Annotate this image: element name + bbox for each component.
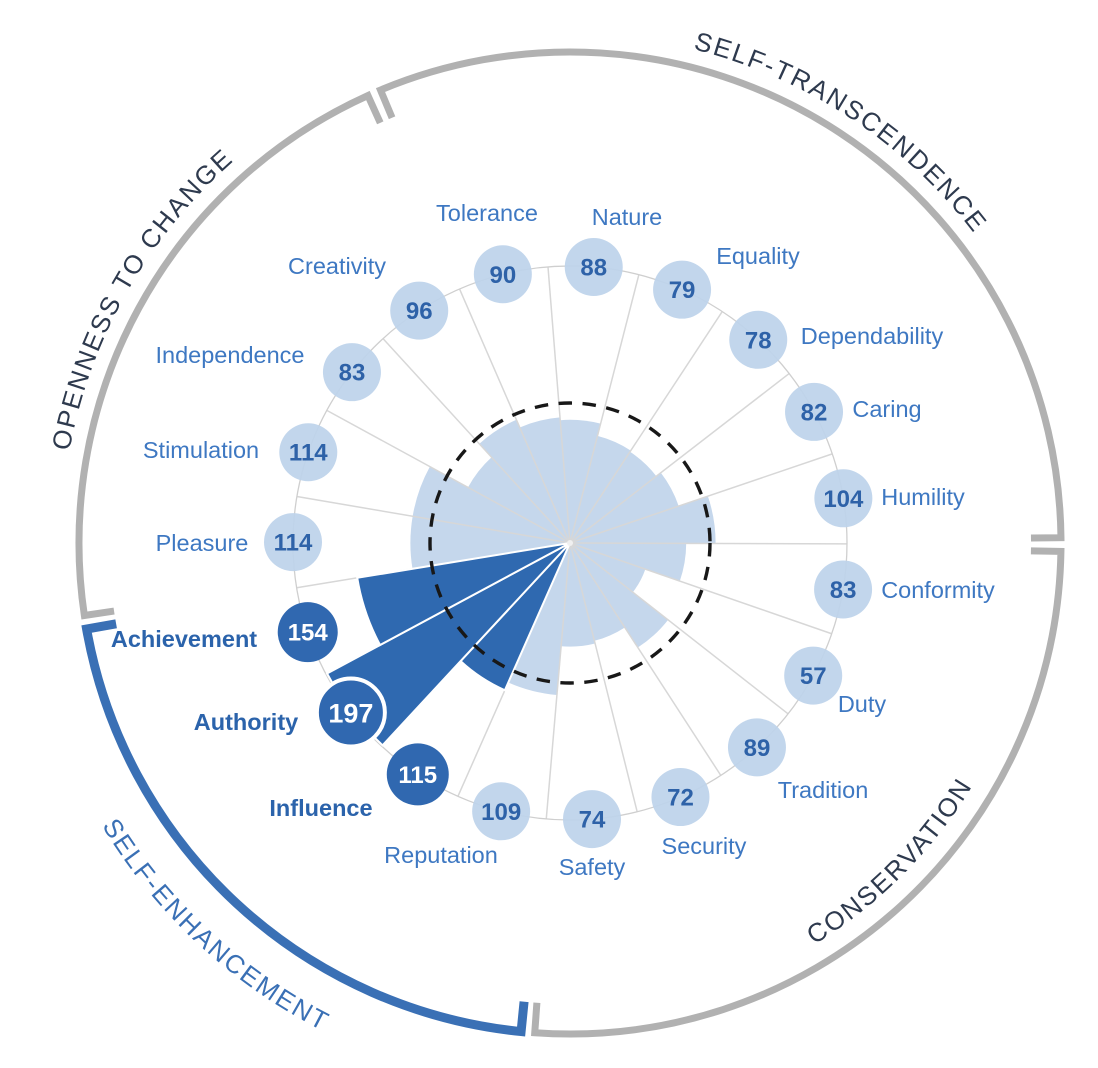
badge-value-tolerance: 90 <box>489 262 516 289</box>
badge-independence <box>322 343 381 402</box>
value-label-reputation: Reputation <box>384 842 498 868</box>
badge-value-authority: 197 <box>328 698 373 728</box>
wedge-achievement <box>356 542 571 647</box>
badge-value-reputation: 109 <box>481 799 521 826</box>
group-label-self-enhancement: SELF-ENHANCEMENT <box>97 813 335 1037</box>
radial-grid-line <box>569 311 723 544</box>
badge-tolerance <box>473 245 532 304</box>
wedge-tolerance <box>519 417 570 543</box>
badge-value-safety: 74 <box>579 807 606 834</box>
badge-value-equality: 79 <box>669 277 696 304</box>
badge-achievement <box>277 602 338 663</box>
radial-grid-line <box>545 542 571 820</box>
radial-grid-line <box>569 542 789 715</box>
value-label-conformity: Conformity <box>881 577 995 603</box>
value-label-authority: Authority <box>194 709 298 735</box>
badge-authority <box>314 676 387 749</box>
badge-influence <box>386 743 449 806</box>
wedge-safety <box>561 543 596 647</box>
wedge-caring <box>570 472 679 543</box>
wedge-dependability <box>570 451 657 543</box>
group-arc-conservation <box>531 547 1065 1038</box>
badge-value-humility: 104 <box>823 486 864 513</box>
badge-safety <box>563 790 621 849</box>
badge-security <box>651 768 710 827</box>
wedge-security <box>570 543 625 641</box>
wedge-equality <box>570 435 631 543</box>
value-label-humility: Humility <box>881 484 965 510</box>
badge-nature <box>564 238 623 297</box>
group-arc-self-transcendence <box>375 48 1065 542</box>
value-label-achievement: Achievement <box>111 626 257 652</box>
badge-humility <box>814 469 873 528</box>
badge-value-caring: 82 <box>801 399 828 426</box>
radial-grid-line <box>569 453 833 544</box>
radial-grid-line <box>569 372 790 544</box>
badge-value-pleasure: 114 <box>274 530 313 557</box>
wedge-independence <box>467 457 570 543</box>
badge-value-security: 72 <box>667 785 694 812</box>
radial-grid-line <box>569 542 722 776</box>
wedge-stimulation <box>412 466 570 543</box>
value-label-pleasure: Pleasure <box>156 530 249 556</box>
badge-value-dependability: 78 <box>745 327 772 354</box>
badge-duty <box>784 646 843 705</box>
wedge-nature <box>560 419 601 543</box>
value-label-dependability: Dependability <box>801 323 944 349</box>
value-label-safety: Safety <box>559 854 626 880</box>
radial-grid-line <box>569 274 640 544</box>
score-badges: 90 88 79 78 82 104 83 57 89 72 74 109 115 197 154 114 11… <box>264 238 873 849</box>
wedge-tradition <box>570 543 669 648</box>
badge-dependability <box>729 310 788 369</box>
badge-equality <box>653 260 712 319</box>
badge-value-independence: 83 <box>339 360 366 387</box>
value-label-nature: Nature <box>592 204 663 230</box>
badge-stimulation <box>279 423 338 482</box>
radial-grid-line <box>569 542 832 635</box>
value-label-security: Security <box>662 833 747 859</box>
badge-caring <box>785 382 844 441</box>
value-labels: Tolerance Nature Equality Dependability Cari… <box>111 200 995 880</box>
value-label-independence: Independence <box>156 342 305 368</box>
badge-value-duty: 57 <box>800 663 827 690</box>
badge-value-conformity: 83 <box>830 577 857 604</box>
badge-value-creativity: 96 <box>406 298 433 325</box>
group-arc-openness-to-change <box>75 90 384 620</box>
wedge-reputation <box>508 543 570 696</box>
wedge-duty <box>570 543 646 593</box>
value-label-creativity: Creativity <box>288 253 386 279</box>
value-label-equality: Equality <box>716 243 800 269</box>
value-wedges-light <box>410 417 716 696</box>
badge-conformity <box>814 560 873 619</box>
reference-dashed-circle <box>428 401 712 685</box>
value-wedges-highlighted <box>325 542 571 747</box>
badge-reputation <box>472 782 531 841</box>
badge-value-tradition: 89 <box>744 735 771 762</box>
badge-value-influence: 115 <box>398 762 437 789</box>
value-label-stimulation: Stimulation <box>143 437 259 463</box>
wedge-humility <box>570 496 716 544</box>
group-arc-self-enhancement <box>81 619 529 1037</box>
badge-value-stimulation: 114 <box>289 440 328 467</box>
value-label-tolerance: Tolerance <box>436 200 538 226</box>
badge-value-achievement: 154 <box>288 620 329 647</box>
radial-grid-line <box>569 542 638 812</box>
wedge-creativity <box>479 419 570 543</box>
badge-tradition <box>727 718 786 777</box>
value-label-influence: Influence <box>269 795 372 821</box>
value-label-duty: Duty <box>838 691 887 717</box>
badge-creativity <box>390 281 449 340</box>
value-label-caring: Caring <box>852 396 921 422</box>
center-hub <box>567 540 573 546</box>
badge-pleasure <box>264 513 322 572</box>
badge-value-nature: 88 <box>580 255 607 282</box>
wedge-pleasure <box>410 516 570 569</box>
value-label-tradition: Tradition <box>778 777 869 803</box>
